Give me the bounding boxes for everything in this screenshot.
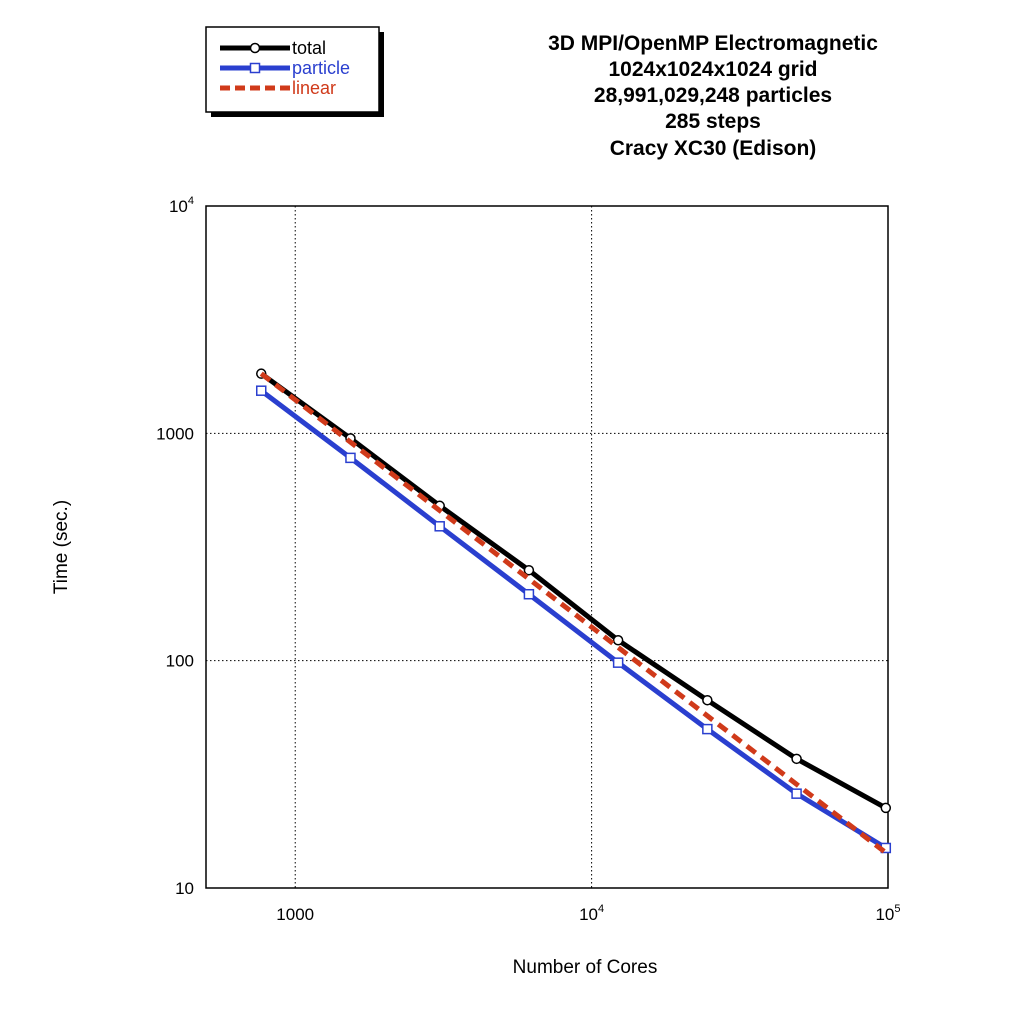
- legend-marker: [249, 42, 261, 54]
- data-point: [702, 723, 713, 735]
- series-line-linear: [259, 371, 888, 855]
- grid: [206, 206, 888, 888]
- y-tick-label: 1000: [156, 424, 194, 443]
- chart-title: 3D MPI/OpenMP Electromagnetic 1024x1024x…: [548, 32, 878, 160]
- data-point: [523, 564, 535, 576]
- title-line-1: 3D MPI/OpenMP Electromagnetic: [548, 32, 878, 55]
- legend-label: linear: [292, 78, 336, 98]
- data-point: [255, 385, 267, 396]
- legend-item-particle: particle: [220, 58, 350, 78]
- ticks: 1000 104 105 10 100 1000 104: [156, 195, 900, 924]
- x-tick-label: 1000: [276, 905, 314, 924]
- legend-label: particle: [292, 58, 350, 78]
- title-line-2: 1024x1024x1024 grid: [608, 58, 817, 81]
- series-line-particle: [259, 388, 888, 851]
- legend-marker: [249, 62, 261, 74]
- plot-frame: [205, 205, 889, 889]
- series-linear: [259, 371, 888, 855]
- data-point: [523, 588, 535, 600]
- legend-item-linear: linear: [220, 78, 336, 98]
- title-line-4: 285 steps: [665, 110, 761, 133]
- legend-item-total: total: [220, 38, 326, 58]
- data-point: [434, 521, 445, 532]
- series-particle: [255, 385, 892, 854]
- title-line-5: Cracy XC30 (Edison): [610, 137, 817, 160]
- data-point: [345, 452, 356, 464]
- x-tick-label: 104: [579, 903, 604, 924]
- data-point: [612, 657, 624, 668]
- y-tick-label: 104: [169, 195, 194, 216]
- series-total: [255, 368, 892, 814]
- series: [255, 368, 892, 855]
- legend-label: total: [292, 38, 326, 58]
- y-axis-label: Time (sec.): [51, 500, 72, 594]
- series-line-total: [259, 371, 888, 811]
- x-tick-label: 105: [875, 903, 900, 924]
- title-line-3: 28,991,029,248 particles: [594, 84, 832, 107]
- x-axis-label: Number of Cores: [513, 957, 658, 978]
- data-point: [880, 802, 892, 814]
- data-point: [791, 788, 802, 799]
- y-tick-label: 10: [175, 879, 194, 898]
- data-point: [612, 634, 624, 646]
- data-point: [702, 694, 713, 706]
- data-point: [791, 753, 802, 765]
- y-tick-label: 100: [166, 652, 194, 671]
